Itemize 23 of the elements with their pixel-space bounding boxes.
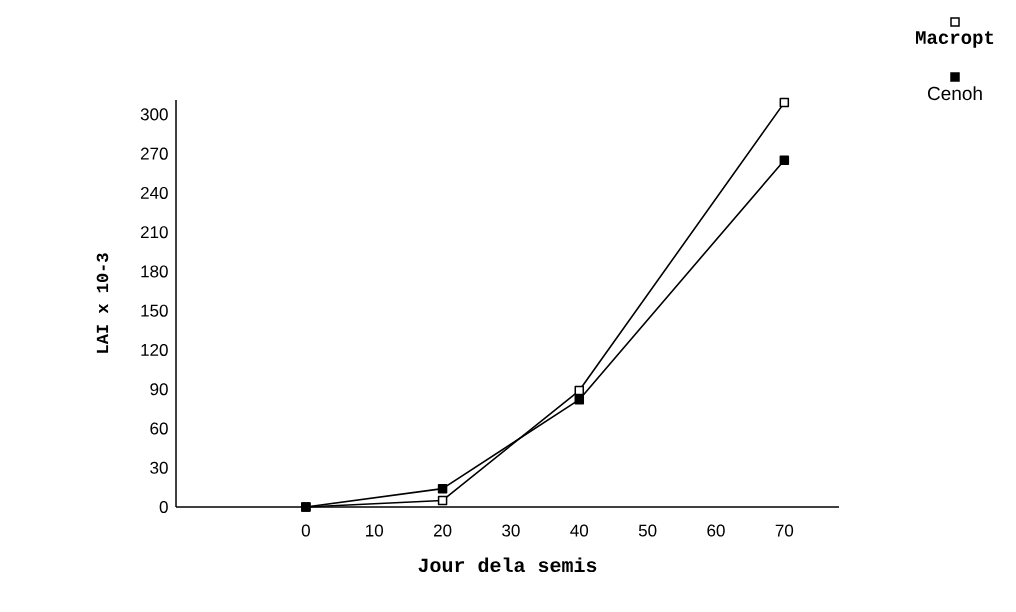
legend-label: Cenoh: [927, 86, 982, 101]
x-tick-label: 50: [638, 524, 657, 537]
y-tick-label: 270: [140, 147, 168, 160]
x-tick-label: 60: [707, 524, 725, 537]
x-tick-label: 40: [570, 524, 589, 537]
y-axis-title: LAI x 10-3: [96, 253, 109, 353]
y-tick-label: 180: [141, 265, 168, 278]
x-tick-label: 30: [502, 524, 520, 537]
y-tick-label: 210: [140, 226, 168, 239]
y-tick-label: 240: [140, 186, 168, 199]
y-tick-label: 120: [141, 343, 168, 356]
x-tick-label: 10: [366, 524, 384, 537]
legend-label: Macropt: [916, 31, 994, 48]
y-tick-label: 30: [150, 461, 168, 474]
y-tick-label: 90: [150, 383, 168, 396]
y-tick-label: 60: [150, 422, 168, 435]
y-tick-label: 150: [141, 304, 168, 317]
y-tick-label: 300: [140, 108, 168, 121]
x-axis-title: Jour dela semis: [418, 557, 597, 573]
x-tick-label: 0: [301, 524, 310, 537]
x-tick-label: 20: [433, 524, 452, 537]
x-tick-label: 70: [775, 524, 794, 537]
y-tick-label: 0: [159, 500, 168, 514]
